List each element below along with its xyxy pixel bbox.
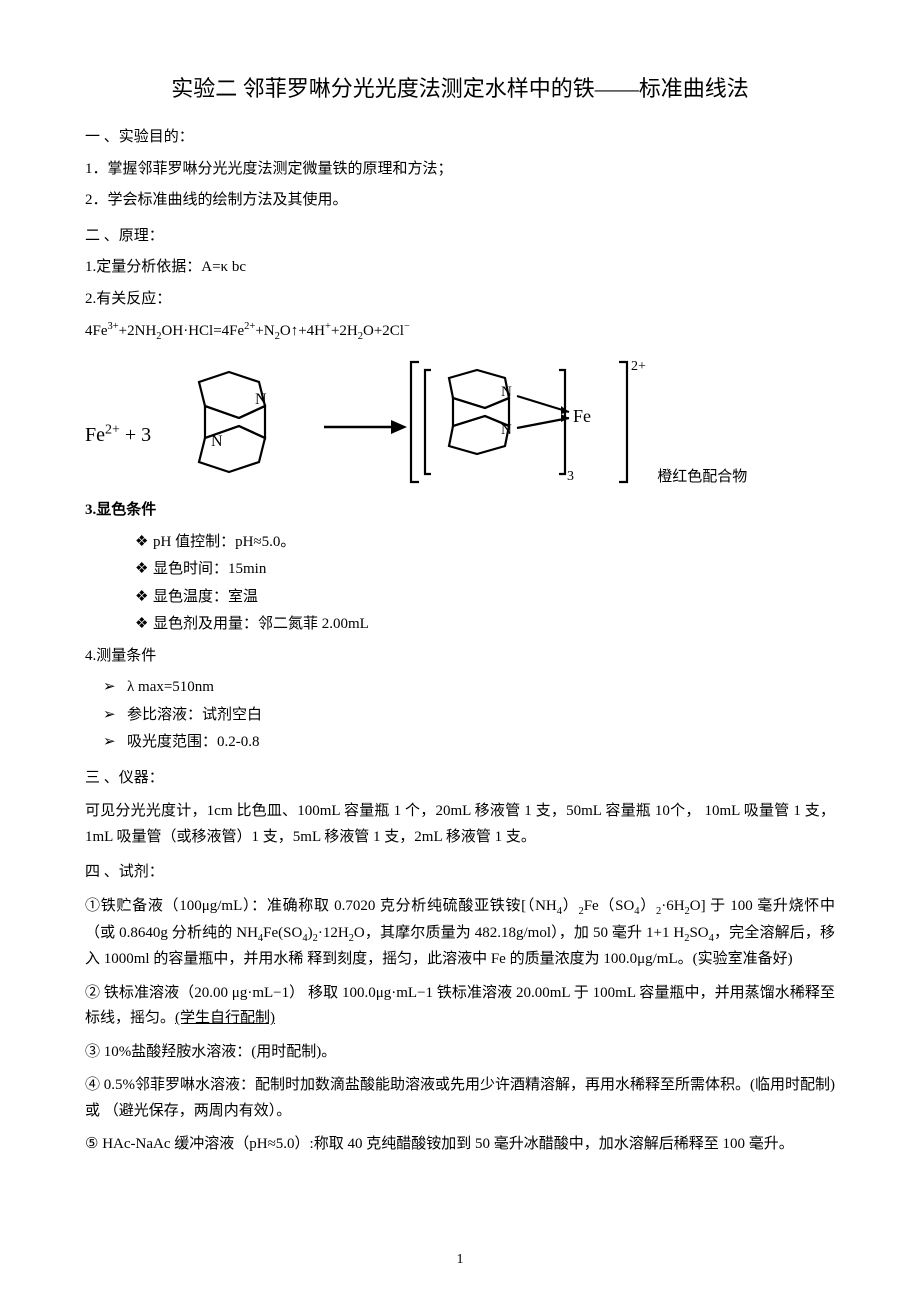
r1-seg: Fe(SO: [263, 925, 302, 941]
measure-text: 参比溶液：试剂空白: [127, 707, 262, 723]
eq-seg: O↑+4H: [280, 323, 325, 339]
r1-seg: ·6H: [661, 898, 684, 914]
complex-bracket-icon: N N Fe 3 2+: [409, 352, 649, 492]
complexation-diagram: Fe2+ + 3 N N: [85, 352, 835, 492]
measure-cond-head: 4.测量条件: [85, 644, 835, 670]
eq-sup: −: [404, 321, 410, 332]
plus-three: + 3: [120, 424, 151, 446]
section-1-head: 一 、实验目的：: [85, 125, 835, 151]
eq-seg: +N: [255, 323, 274, 339]
cond-text: 显色时间：15min: [153, 561, 266, 577]
r1-seg: ）: [640, 898, 656, 914]
eq-seg: +2H: [331, 323, 358, 339]
r1-seg: ①铁贮备液（100μg/mL）：准确称取 0.7020 克分析纯硫酸亚铁铵[（N…: [85, 898, 557, 914]
reagent-2: ② 铁标准溶液（20.00 μg·mL−1） 移取 100.0μg·mL−1 铁…: [85, 981, 835, 1032]
diamond-icon: ❖: [135, 612, 153, 638]
r1-seg: O，其摩尔质量为: [354, 925, 471, 941]
svg-text:N: N: [255, 391, 267, 408]
fe-charge: 2+: [105, 423, 120, 438]
diamond-icon: ❖: [135, 585, 153, 611]
r1-seg: Fe（SO: [584, 898, 635, 914]
phenanthroline-icon: N N: [159, 362, 319, 492]
page-title: 实验二 邻菲罗啉分光光度法测定水样中的铁——标准曲线法: [85, 70, 835, 107]
section-2-head: 二 、原理：: [85, 224, 835, 250]
cond-text: 显色剂及用量：邻二氮菲 2.00mL: [153, 616, 369, 632]
reagent-4: ④ 0.5%邻菲罗啉水溶液：配制时加数滴盐酸能助溶液或先用少许酒精溶解，再用水稀…: [85, 1073, 835, 1124]
instruments-body: 可见分光光度计，1cm 比色皿、100mL 容量瓶 1 个，20mL 移液管 1…: [85, 799, 835, 850]
cond-item-3: ❖显色温度：室温: [85, 585, 835, 611]
principle-2: 2.有关反应：: [85, 287, 835, 313]
r1-seg: 482.18g/mol），加 50 毫升 1+1 H: [475, 925, 684, 941]
svg-text:N: N: [501, 384, 512, 400]
page-number: 1: [0, 1248, 920, 1272]
r2-seg-a: ② 铁标准溶液（20.00 μg·mL−1） 移取 100.0μg·mL−1 铁…: [85, 985, 635, 1001]
complex-sub-3: 3: [567, 469, 574, 484]
eq-sup: 2+: [244, 321, 255, 332]
cond-item-4: ❖显色剂及用量：邻二氮菲 2.00mL: [85, 612, 835, 638]
eq-sup: 3+: [108, 321, 119, 332]
eq-seg: OH·HCl=4Fe: [162, 323, 245, 339]
measure-item-1: ➢λ max=510nm: [85, 675, 835, 701]
measure-item-2: ➢参比溶液：试剂空白: [85, 703, 835, 729]
eq-seg: 4Fe: [85, 323, 108, 339]
measure-text: 吸光度范围：0.2-0.8: [127, 734, 260, 750]
principle-1: 1.定量分析依据：A=κ bc: [85, 255, 835, 281]
section-5-head: 三 、仪器：: [85, 766, 835, 792]
objective-1: 1．掌握邻菲罗啉分光光度法测定微量铁的原理和方法；: [85, 157, 835, 183]
redox-equation: 4Fe3++2NH2OH·HCl=4Fe2++N2O↑+4H++2H2O+2Cl…: [85, 318, 835, 346]
page: 实验二 邻菲罗啉分光光度法测定水样中的铁——标准曲线法 一 、实验目的： 1．掌…: [0, 0, 920, 1302]
fe-text: Fe: [85, 424, 105, 446]
r1-seg: 释到刻度，摇匀，此溶液中 Fe 的质量浓度为 100.0μg/mL。(实验室准备…: [307, 951, 793, 967]
r1-seg: ）: [562, 898, 578, 914]
color-cond-head: 3.显色条件: [85, 498, 835, 524]
r1-seg: SO: [689, 925, 708, 941]
section-6-head: 四 、试剂：: [85, 860, 835, 886]
eq-seg: O+2Cl: [363, 323, 404, 339]
cond-item-1: ❖pH 值控制：pH≈5.0。: [85, 530, 835, 556]
reagent-3: ③ 10%盐酸羟胺水溶液：(用时配制)。: [85, 1040, 835, 1066]
complex-sup-2plus: 2+: [631, 359, 646, 374]
objective-2: 2．学会标准曲线的绘制方法及其使用。: [85, 188, 835, 214]
measure-text: λ max=510nm: [127, 679, 214, 695]
svg-text:N: N: [501, 422, 512, 438]
cond-text: pH 值控制：pH≈5.0。: [153, 534, 295, 550]
diamond-icon: ❖: [135, 557, 153, 583]
reagent-1: ①铁贮备液（100μg/mL）：准确称取 0.7020 克分析纯硫酸亚铁铵[（N…: [85, 894, 835, 973]
arrow-bullet-icon: ➢: [103, 703, 127, 729]
arrow-icon: [319, 362, 409, 492]
reagent-5: ⑤ HAc-NaAc 缓冲溶液（pH≈5.0）:称取 40 克纯醋酸铵加到 50…: [85, 1132, 835, 1158]
cond-text: 显色温度：室温: [153, 589, 258, 605]
arrow-bullet-icon: ➢: [103, 730, 127, 756]
complex-color-note: 橙红色配合物: [657, 465, 747, 491]
cond-item-2: ❖显色时间：15min: [85, 557, 835, 583]
measure-item-3: ➢吸光度范围：0.2-0.8: [85, 730, 835, 756]
complex-fe-label: Fe: [573, 406, 591, 426]
r1-seg: O]: [690, 898, 706, 914]
diagram-left-label: Fe2+ + 3: [85, 418, 151, 452]
color-cond-head-text: 3.显色条件: [85, 502, 156, 518]
arrow-bullet-icon: ➢: [103, 675, 127, 701]
diamond-icon: ❖: [135, 530, 153, 556]
eq-seg: +2NH: [119, 323, 157, 339]
svg-text:N: N: [211, 433, 223, 450]
r1-seg: ·12H: [318, 925, 349, 941]
r2-underline: (学生自行配制): [175, 1010, 275, 1026]
